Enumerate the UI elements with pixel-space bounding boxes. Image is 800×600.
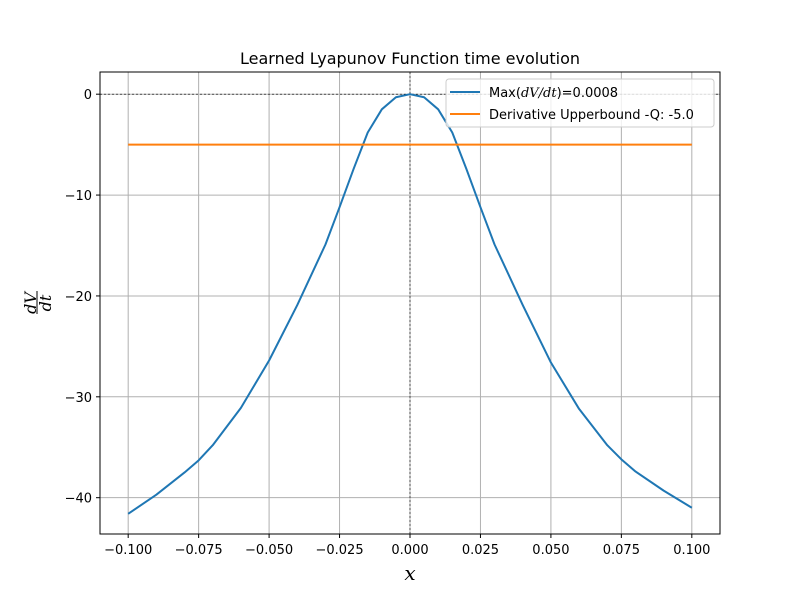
x-tick-label: 0.075: [603, 543, 640, 558]
y-tick-label: −20: [65, 290, 92, 305]
legend: Max(dV/dt)=0.0008 Derivative Upperbound …: [445, 78, 715, 128]
y-tick-label: −40: [65, 492, 92, 507]
x-tick-label: −0.050: [245, 543, 293, 558]
x-tick-label: −0.025: [315, 543, 363, 558]
x-tick-label: 0.100: [673, 543, 710, 558]
legend-box: [445, 78, 715, 128]
series-layer: [127, 93, 693, 515]
x-tick-label: 0.050: [532, 543, 569, 558]
x-tick-label: 0.025: [462, 543, 499, 558]
legend-label-prefix: Max(: [489, 86, 521, 101]
legend-label-math: dV/dt: [521, 86, 557, 101]
legend-label-max-dvdt: Max(dV/dt)=0.0008: [489, 86, 618, 101]
x-axis-label: x: [404, 561, 415, 585]
y-axis-label-numerator: dV: [21, 291, 40, 314]
legend-label-upperbound: Derivative Upperbound -Q: -5.0: [489, 108, 694, 123]
x-tick-label: −0.100: [104, 543, 152, 558]
x-tick-label: −0.075: [175, 543, 223, 558]
chart-title: Learned Lyapunov Function time evolution: [240, 49, 580, 68]
x-axis-ticks: −0.100 −0.075 −0.050 −0.025 0.000 0.025 0.050 0…: [104, 534, 710, 558]
y-tick-label: −30: [65, 391, 92, 406]
series-line-max-dvdt: [127, 93, 693, 515]
y-tick-label: −10: [65, 189, 92, 204]
y-axis-label-denominator: dt: [36, 294, 55, 311]
y-tick-label: 0: [84, 88, 92, 103]
legend-label-suffix: )=0.0008: [557, 86, 618, 101]
x-tick-label: 0.000: [391, 543, 428, 558]
y-axis-ticks: 0 −10 −20 −30 −40: [65, 88, 100, 507]
y-axis-label: dV dt: [21, 291, 55, 314]
